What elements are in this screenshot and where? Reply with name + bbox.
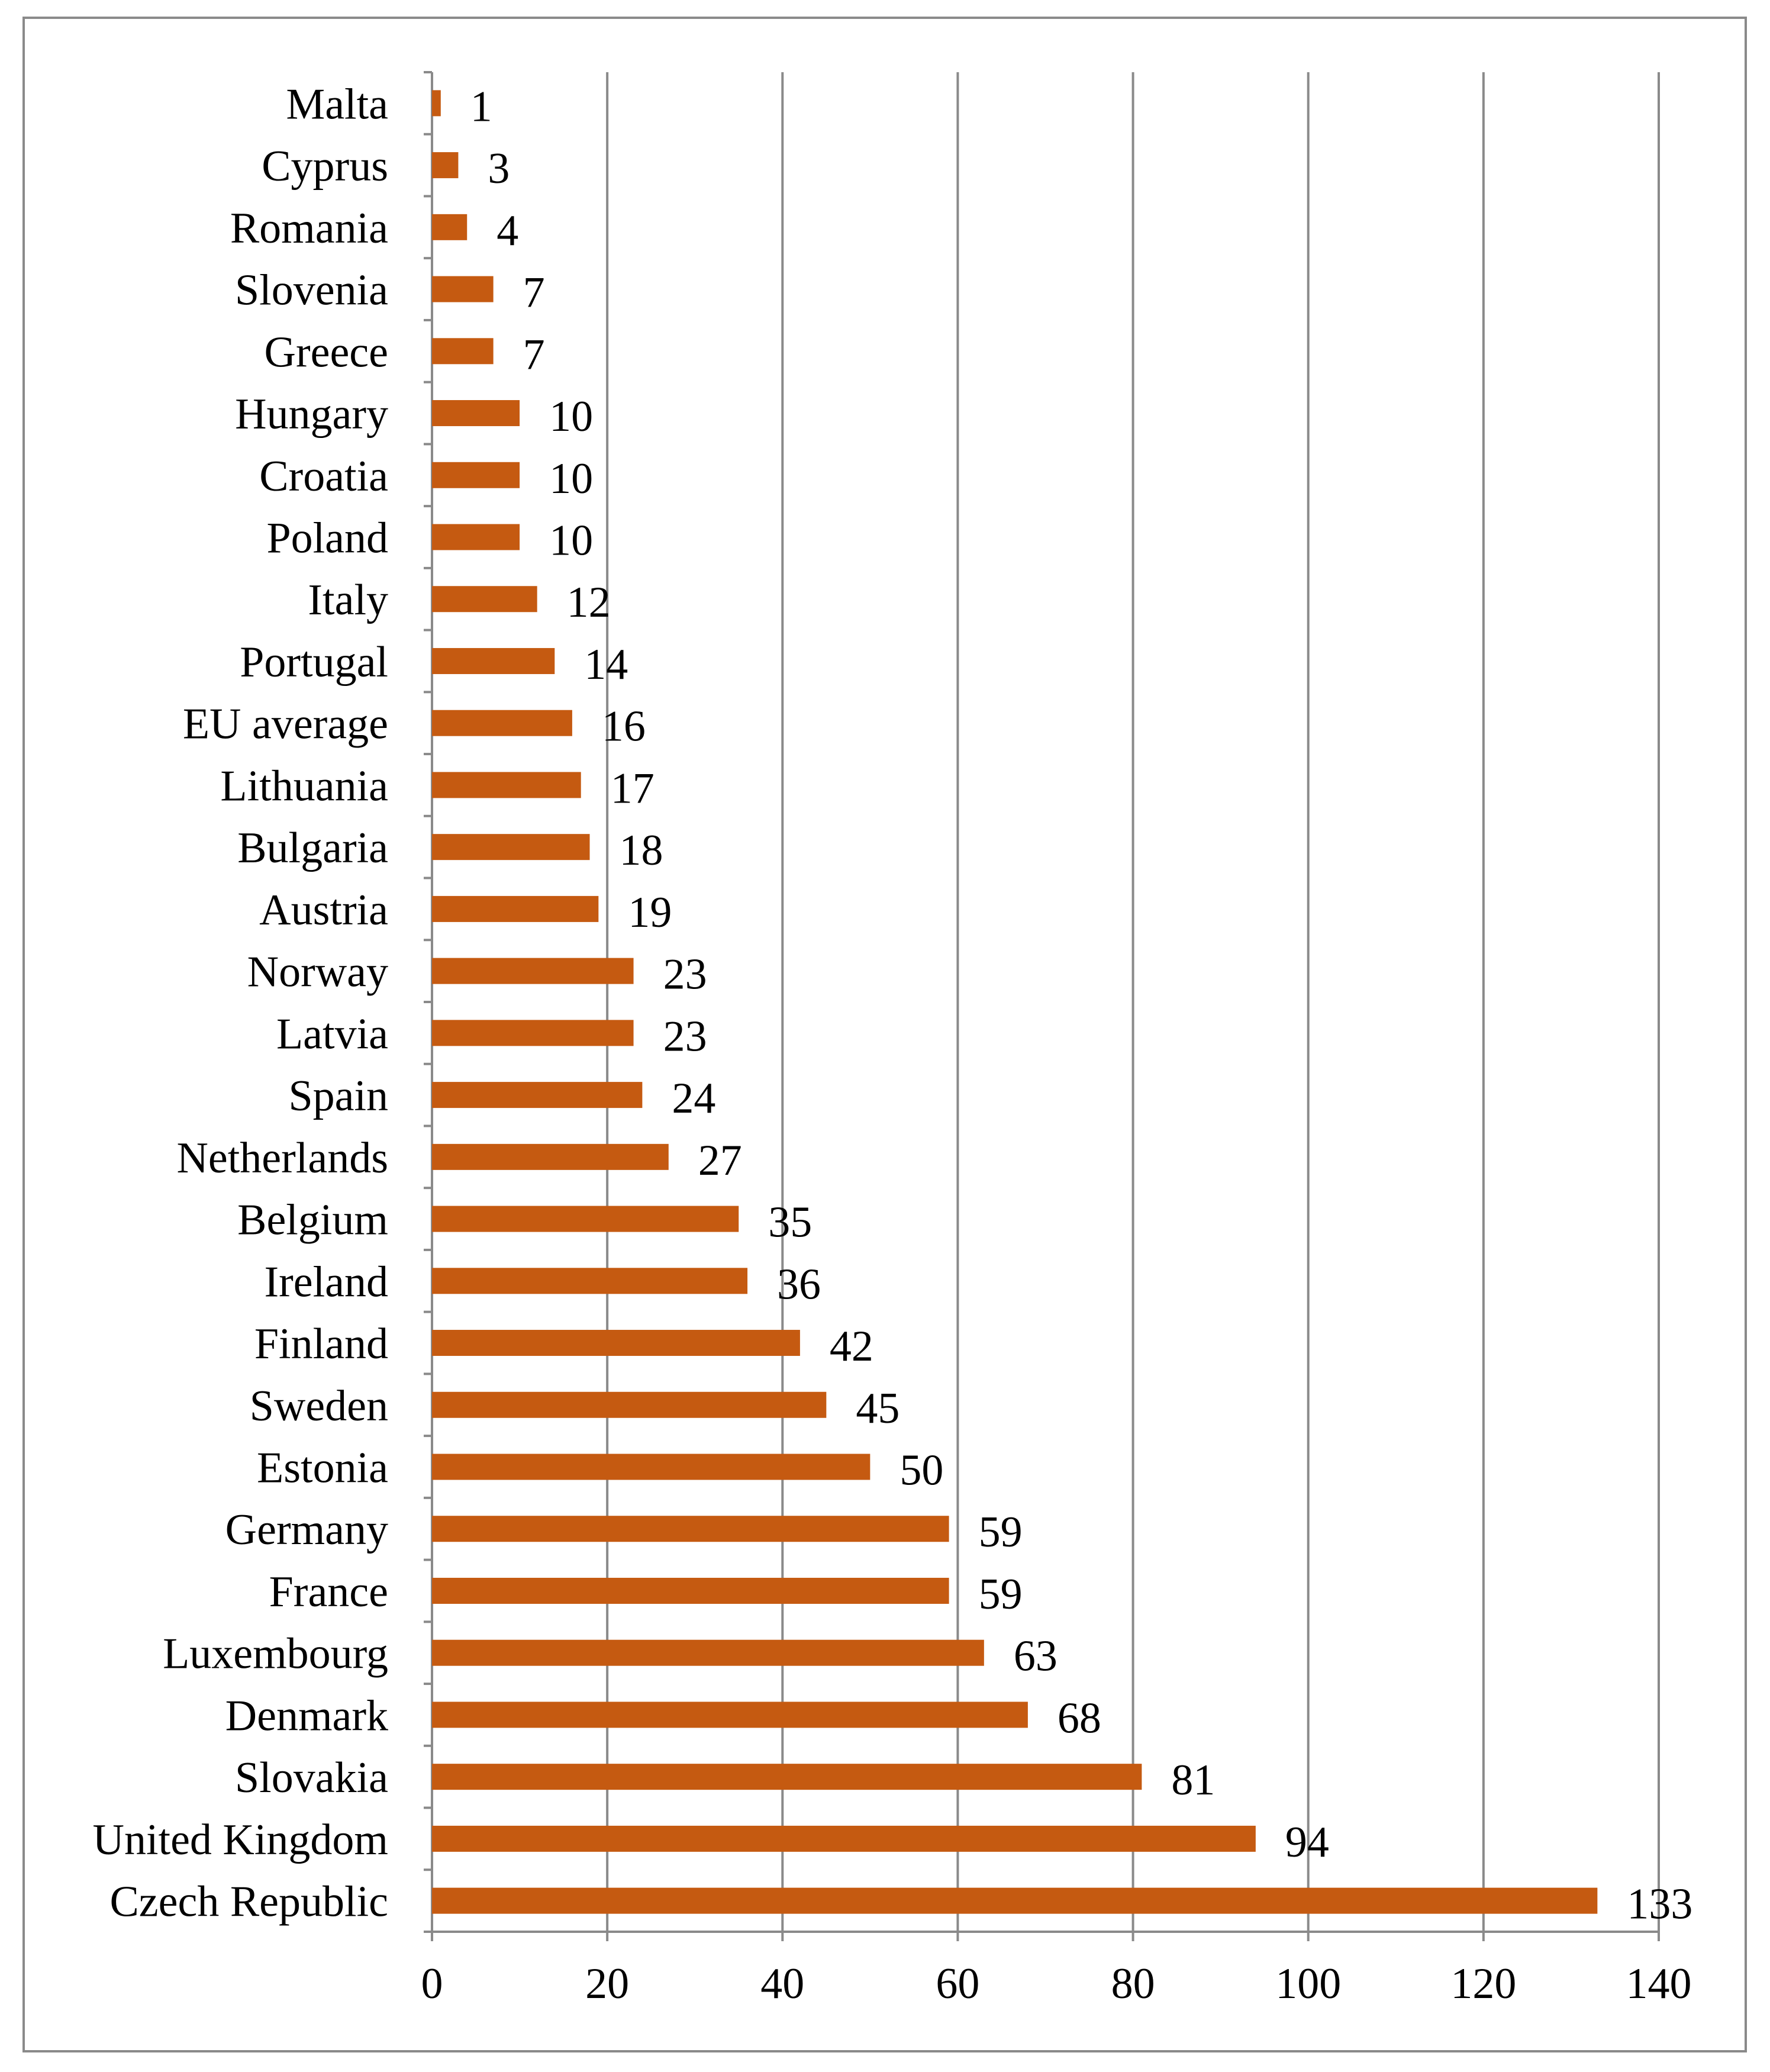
bar [432,1391,827,1418]
value-label: 35 [768,1198,812,1247]
bar [432,1825,1256,1852]
bar [432,1268,748,1294]
value-label: 27 [698,1136,742,1185]
bar [432,834,590,861]
category-label: Portugal [240,638,388,687]
value-label: 81 [1171,1756,1215,1804]
bar [432,1577,949,1604]
bar [432,214,468,240]
category-label: EU average [183,700,388,749]
category-label: Estonia [257,1444,388,1493]
category-label: Greece [265,328,388,376]
value-label: 4 [496,207,518,255]
category-label: Italy [308,576,388,624]
bar [432,1887,1598,1914]
category-label: Hungary [235,390,388,439]
bar [432,1206,739,1232]
x-tick-label: 120 [1450,1960,1516,2008]
value-label: 10 [549,517,593,565]
value-label: 17 [611,764,655,813]
value-label: 59 [979,1508,1023,1557]
category-label: Denmark [225,1691,388,1740]
value-label: 133 [1627,1880,1692,1929]
value-label: 94 [1285,1818,1329,1867]
value-label: 10 [549,455,593,503]
x-tick-label: 100 [1275,1960,1341,2008]
bar [432,1143,669,1170]
bar [432,276,494,302]
category-label: Sweden [250,1382,388,1430]
bar [432,90,441,117]
category-label: Germany [225,1506,388,1554]
bar [432,1702,1028,1728]
category-label: France [269,1568,388,1616]
category-label: Bulgaria [237,824,388,872]
value-label: 1 [470,82,492,131]
value-label: 68 [1058,1694,1101,1742]
x-tick-label: 20 [585,1960,629,2008]
x-tick-label: 0 [421,1960,443,2008]
category-label: Romania [230,204,388,253]
bar [432,586,537,613]
bar [432,338,494,365]
value-label: 12 [567,578,611,627]
bar [432,1020,634,1046]
category-label: Austria [259,886,388,935]
value-label: 10 [549,392,593,441]
bar [432,524,520,550]
value-label: 19 [628,888,672,937]
category-label: United Kingdom [93,1816,388,1864]
value-label: 7 [523,330,545,379]
value-label: 59 [979,1570,1023,1619]
value-label: 42 [830,1322,873,1371]
bar [432,1516,949,1542]
category-label: Ireland [264,1258,388,1306]
category-label: Czech Republic [109,1878,388,1926]
category-label: Poland [266,514,388,563]
value-label: 23 [663,1012,707,1061]
x-tick-label: 40 [760,1960,804,2008]
category-label: Finland [254,1320,388,1368]
category-label: Latvia [276,1010,388,1058]
bar [432,152,459,179]
category-label: Lithuania [220,762,388,810]
category-label: Slovakia [235,1754,388,1802]
category-label: Cyprus [262,142,388,191]
bar [432,1082,643,1108]
x-tick-label: 60 [936,1960,979,2008]
category-label: Luxembourg [163,1630,388,1678]
value-label: 63 [1014,1632,1058,1681]
category-label: Croatia [259,452,388,501]
value-label: 7 [523,269,545,317]
bar [432,400,520,427]
category-label: Slovenia [235,266,388,315]
bar [432,958,634,984]
bar [432,895,599,922]
bar [432,647,555,674]
bar [432,710,572,736]
value-label: 3 [488,144,510,193]
bar [432,1330,800,1356]
value-label: 45 [856,1384,899,1433]
bar [432,1764,1142,1790]
value-label: 18 [620,826,663,875]
value-label: 50 [899,1446,943,1495]
category-label: Malta [286,80,388,128]
bar [432,1454,871,1480]
x-tick-label: 140 [1626,1960,1692,2008]
category-label: Spain [288,1072,388,1120]
bar [432,462,520,488]
category-label: Norway [247,948,388,997]
value-label: 24 [672,1074,715,1123]
value-label: 36 [777,1260,821,1309]
category-label: Belgium [237,1196,388,1245]
category-label: Netherlands [176,1134,388,1182]
bar [432,1639,984,1666]
value-label: 23 [663,950,707,999]
bar [432,772,581,798]
value-label: 14 [584,640,628,689]
value-label: 16 [602,703,646,751]
x-tick-label: 80 [1111,1960,1155,2008]
